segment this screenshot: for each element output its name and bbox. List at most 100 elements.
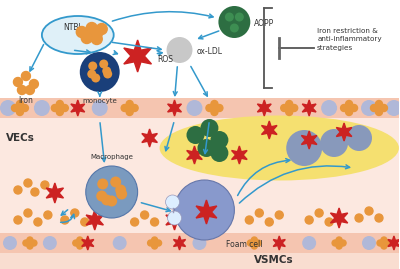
Circle shape — [88, 62, 97, 70]
FancyBboxPatch shape — [0, 0, 399, 102]
Text: Macrophage: Macrophage — [90, 154, 133, 160]
Circle shape — [41, 181, 49, 189]
Text: Foam cell: Foam cell — [226, 240, 263, 249]
Circle shape — [44, 211, 52, 219]
Circle shape — [206, 104, 213, 111]
Circle shape — [346, 101, 352, 108]
Circle shape — [381, 237, 387, 243]
Circle shape — [230, 23, 239, 33]
Circle shape — [14, 77, 22, 87]
Circle shape — [275, 211, 283, 219]
Circle shape — [210, 144, 228, 162]
Circle shape — [3, 236, 17, 250]
Circle shape — [91, 34, 102, 44]
Circle shape — [0, 100, 16, 116]
Circle shape — [91, 73, 100, 83]
Polygon shape — [388, 236, 400, 250]
Circle shape — [43, 236, 57, 250]
Circle shape — [235, 12, 244, 22]
Ellipse shape — [42, 16, 114, 54]
Circle shape — [286, 108, 293, 115]
Circle shape — [86, 23, 97, 34]
Circle shape — [168, 211, 182, 225]
Polygon shape — [124, 40, 152, 72]
Circle shape — [370, 104, 378, 111]
Circle shape — [86, 166, 138, 218]
Circle shape — [102, 66, 111, 76]
Circle shape — [361, 100, 377, 116]
Circle shape — [81, 240, 87, 246]
Circle shape — [23, 240, 29, 246]
Text: AOPP: AOPP — [254, 19, 274, 29]
Ellipse shape — [160, 115, 399, 180]
Circle shape — [97, 179, 108, 189]
Circle shape — [113, 236, 127, 250]
Circle shape — [103, 69, 112, 79]
Circle shape — [286, 101, 293, 108]
Polygon shape — [71, 100, 85, 116]
Circle shape — [218, 6, 250, 38]
Circle shape — [91, 29, 102, 40]
Circle shape — [61, 216, 69, 224]
Polygon shape — [82, 236, 94, 250]
Circle shape — [315, 209, 323, 217]
Circle shape — [24, 209, 32, 217]
Circle shape — [81, 33, 92, 44]
Circle shape — [350, 104, 358, 111]
Circle shape — [34, 218, 42, 226]
Text: NTBI: NTBI — [63, 23, 81, 31]
Text: ox-LDL: ox-LDL — [196, 48, 222, 56]
Circle shape — [377, 240, 383, 246]
Circle shape — [99, 59, 108, 69]
Circle shape — [376, 108, 382, 115]
Circle shape — [332, 240, 338, 246]
Circle shape — [61, 104, 68, 111]
Circle shape — [12, 104, 18, 111]
Circle shape — [386, 100, 400, 116]
Circle shape — [116, 189, 127, 200]
Circle shape — [346, 108, 352, 115]
Circle shape — [320, 129, 348, 157]
Circle shape — [192, 236, 206, 250]
Circle shape — [22, 104, 28, 111]
Circle shape — [73, 240, 79, 246]
Circle shape — [216, 104, 223, 111]
Circle shape — [255, 240, 261, 246]
FancyBboxPatch shape — [0, 118, 399, 233]
Polygon shape — [302, 100, 316, 116]
Polygon shape — [174, 236, 186, 250]
Circle shape — [198, 139, 216, 157]
Circle shape — [186, 100, 202, 116]
Polygon shape — [196, 200, 217, 224]
Polygon shape — [262, 121, 277, 139]
Polygon shape — [301, 131, 317, 149]
Circle shape — [265, 218, 273, 226]
Circle shape — [148, 240, 154, 246]
Circle shape — [115, 185, 126, 196]
Circle shape — [152, 237, 158, 243]
Circle shape — [16, 101, 24, 108]
Circle shape — [166, 37, 192, 63]
Circle shape — [281, 104, 288, 111]
Circle shape — [14, 186, 22, 194]
Circle shape — [336, 243, 342, 249]
Polygon shape — [232, 146, 247, 164]
Polygon shape — [46, 183, 64, 203]
Text: ROS: ROS — [158, 55, 174, 63]
Circle shape — [141, 211, 148, 219]
Circle shape — [375, 214, 383, 222]
Polygon shape — [336, 123, 352, 141]
FancyBboxPatch shape — [0, 98, 399, 118]
Circle shape — [77, 237, 83, 243]
Circle shape — [51, 104, 58, 111]
Circle shape — [362, 236, 376, 250]
Circle shape — [365, 207, 373, 215]
Circle shape — [380, 104, 388, 111]
Circle shape — [286, 130, 322, 166]
Circle shape — [80, 52, 120, 92]
Circle shape — [355, 214, 363, 222]
Circle shape — [81, 218, 89, 226]
Circle shape — [251, 237, 257, 243]
Circle shape — [200, 119, 218, 137]
Circle shape — [174, 180, 234, 240]
